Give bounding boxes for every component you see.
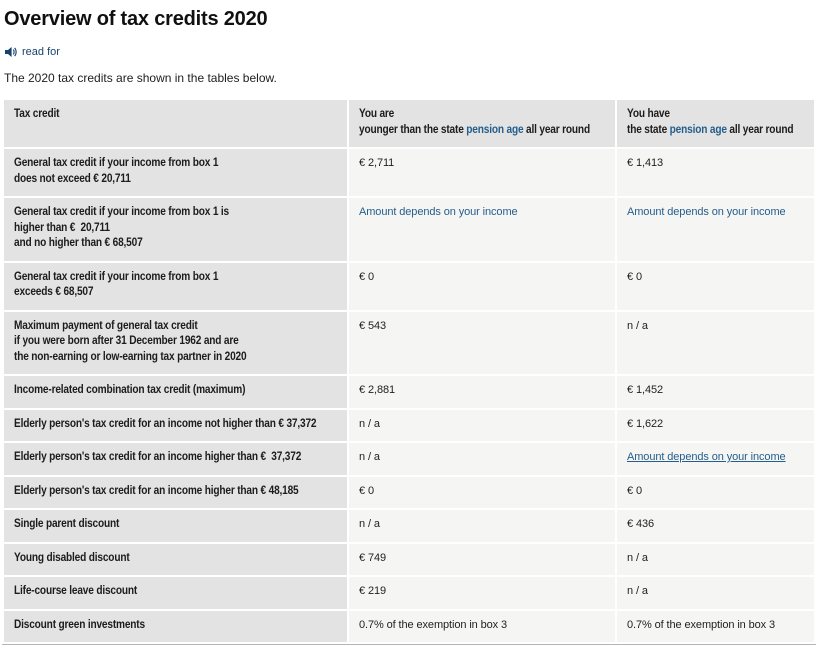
read-aloud-label: read for <box>22 46 60 58</box>
value-cell: € 219 <box>349 577 615 609</box>
value-cell: € 436 <box>617 510 814 542</box>
value-cell: n / a <box>349 409 615 441</box>
column-header-tax-credit: Tax credit <box>4 100 347 147</box>
value-cell: € 0 <box>349 476 615 508</box>
value-cell: € 749 <box>349 543 615 575</box>
value-cell: n / a <box>349 510 615 542</box>
tax-credits-table: Tax credit You are younger than the stat… <box>2 98 816 644</box>
value-cell: € 1,622 <box>617 409 814 441</box>
header-text: all year round <box>726 123 794 136</box>
row-label: Life-course leave discount <box>4 577 347 609</box>
value-cell: 0.7% of the exemption in box 3 <box>349 610 615 642</box>
value-cell: Amount depends on your income <box>617 443 814 475</box>
table-row: Income-related combination tax credit (m… <box>4 376 814 408</box>
table-row: Life-course leave discount € 219 n / a <box>4 577 814 609</box>
header-text: all year round <box>523 123 590 136</box>
table-row: General tax credit if your income from b… <box>4 198 814 261</box>
pension-age-link[interactable]: pension age <box>466 123 524 136</box>
table-row: Elderly person's tax credit for an incom… <box>4 476 814 508</box>
header-row: Tax credit You are younger than the stat… <box>4 100 814 147</box>
value-cell: n / a <box>617 311 814 374</box>
table-row: Elderly person's tax credit for an incom… <box>4 443 814 475</box>
read-aloud-button[interactable]: read for <box>4 46 60 58</box>
value-cell: 0.7% of the exemption in box 3 <box>617 610 814 642</box>
value-cell: € 543 <box>349 311 615 374</box>
table-row: Discount green investments 0.7% of the e… <box>4 610 814 642</box>
value-cell: Amount depends on your income <box>349 198 615 261</box>
speaker-icon <box>4 46 17 58</box>
header-text: the state <box>627 123 670 136</box>
value-cell: € 1,452 <box>617 376 814 408</box>
row-label: Elderly person's tax credit for an incom… <box>4 476 347 508</box>
row-label: Single parent discount <box>4 510 347 542</box>
intro-text: The 2020 tax credits are shown in the ta… <box>4 71 277 85</box>
table-row: Maximum payment of general tax credit if… <box>4 311 814 374</box>
table-row: Young disabled discount € 749 n / a <box>4 543 814 575</box>
header-text: younger than the state <box>359 123 467 136</box>
row-label: Discount green investments <box>4 610 347 642</box>
row-label: Income-related combination tax credit (m… <box>4 376 347 408</box>
column-header-younger: You are younger than the state pension a… <box>349 100 615 147</box>
table-row: Elderly person's tax credit for an incom… <box>4 409 814 441</box>
value-cell: € 2,711 <box>349 149 615 196</box>
row-label: Young disabled discount <box>4 543 347 575</box>
value-cell: € 0 <box>349 262 615 310</box>
value-cell: € 0 <box>617 476 814 508</box>
tax-credits-table-wrap: Tax credit You are younger than the stat… <box>2 98 816 645</box>
column-header-pension-age: You have the state pension age all year … <box>617 100 814 147</box>
value-cell: n / a <box>617 543 814 575</box>
amount-depends-link[interactable]: Amount depends on your income <box>627 206 786 218</box>
pension-age-link[interactable]: pension age <box>669 123 727 136</box>
value-cell: n / a <box>349 443 615 475</box>
value-cell: € 1,413 <box>617 149 814 196</box>
row-label: General tax credit if your income from b… <box>4 149 347 196</box>
value-cell: n / a <box>617 577 814 609</box>
value-cell: Amount depends on your income <box>617 198 814 261</box>
table-row: Single parent discount n / a € 436 <box>4 510 814 542</box>
value-cell: € 0 <box>617 262 814 310</box>
table-row: General tax credit if your income from b… <box>4 149 814 196</box>
value-cell: € 2,881 <box>349 376 615 408</box>
amount-depends-link[interactable]: Amount depends on your income <box>359 206 518 218</box>
table-row: General tax credit if your income from b… <box>4 262 814 310</box>
row-label: Elderly person's tax credit for an incom… <box>4 443 347 475</box>
row-label: General tax credit if your income from b… <box>4 262 347 310</box>
page-title: Overview of tax credits 2020 <box>4 8 268 30</box>
row-label: General tax credit if your income from b… <box>4 198 347 261</box>
row-label: Maximum payment of general tax credit if… <box>4 311 347 374</box>
amount-depends-link[interactable]: Amount depends on your income <box>627 451 786 463</box>
row-label: Elderly person's tax credit for an incom… <box>4 409 347 441</box>
